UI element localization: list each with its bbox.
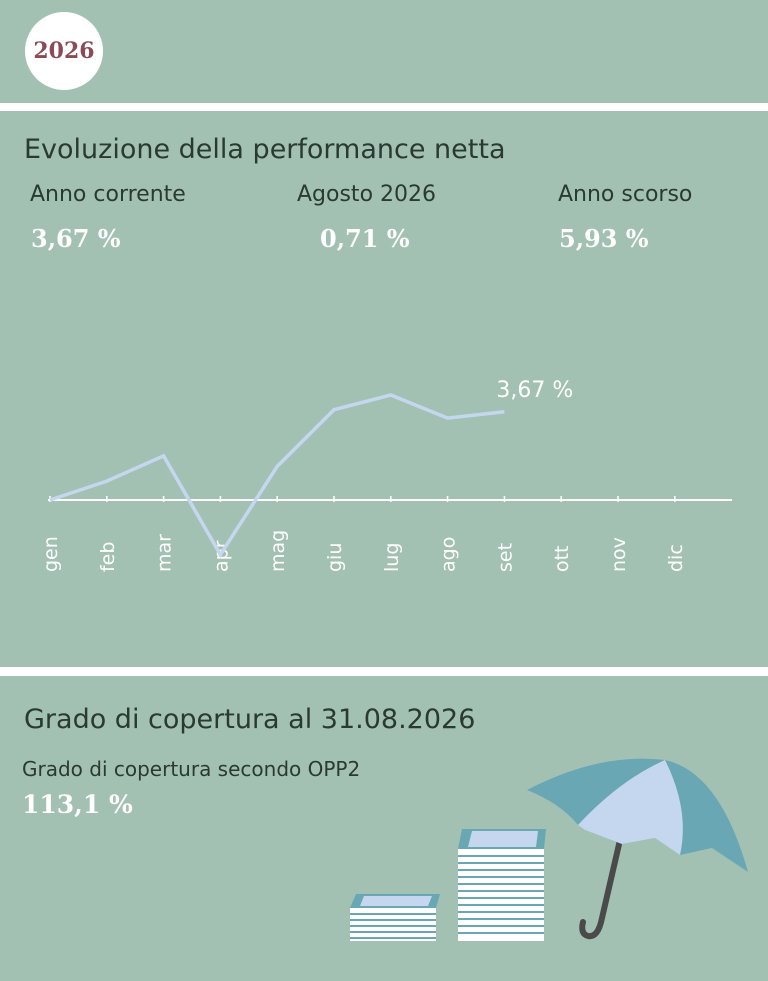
end-value-label: 3,67 % xyxy=(496,378,573,403)
performance-title: Evoluzione della performance netta xyxy=(24,134,506,165)
x-tick-label: lug xyxy=(381,543,403,572)
x-tick-label: feb xyxy=(97,542,119,572)
stat-label-last-year: Anno scorso xyxy=(558,182,693,207)
stat-value-last-year: 5,93 % xyxy=(559,224,649,253)
year-badge: 2026 xyxy=(25,12,103,90)
performance-line-chart: gen feb mar apr mag giu lug ago set ott nov dic3,67… xyxy=(40,378,732,572)
x-tick-label: giu xyxy=(324,543,346,572)
umbrella-icon xyxy=(527,758,748,940)
performance-panel xyxy=(0,111,768,667)
stat-label-current-year: Anno corrente xyxy=(30,182,186,207)
header-panel: 2026 xyxy=(0,0,768,103)
money-stack-large-icon xyxy=(458,829,546,941)
x-tick-label: mar xyxy=(154,534,176,572)
x-tick-label: set xyxy=(494,543,516,572)
x-tick-label: mag xyxy=(267,530,289,572)
stat-value-month: 0,71 % xyxy=(320,224,410,253)
stat-value-current-year: 3,67 % xyxy=(31,224,121,253)
x-tick-label: gen xyxy=(40,536,62,572)
stat-label-month: Agosto 2026 xyxy=(297,182,437,207)
x-tick-label: ago xyxy=(438,537,460,572)
x-tick-label: dic xyxy=(665,544,687,572)
coverage-illustration xyxy=(350,758,748,941)
x-tick-label: nov xyxy=(608,537,630,572)
coverage-value: 113,1 % xyxy=(22,790,133,819)
coverage-label: Grado di copertura secondo OPP2 xyxy=(22,757,361,781)
money-stack-small-icon xyxy=(350,894,440,941)
x-tick-label: ott xyxy=(551,545,573,572)
coverage-title: Grado di copertura al 31.08.2026 xyxy=(24,704,476,735)
